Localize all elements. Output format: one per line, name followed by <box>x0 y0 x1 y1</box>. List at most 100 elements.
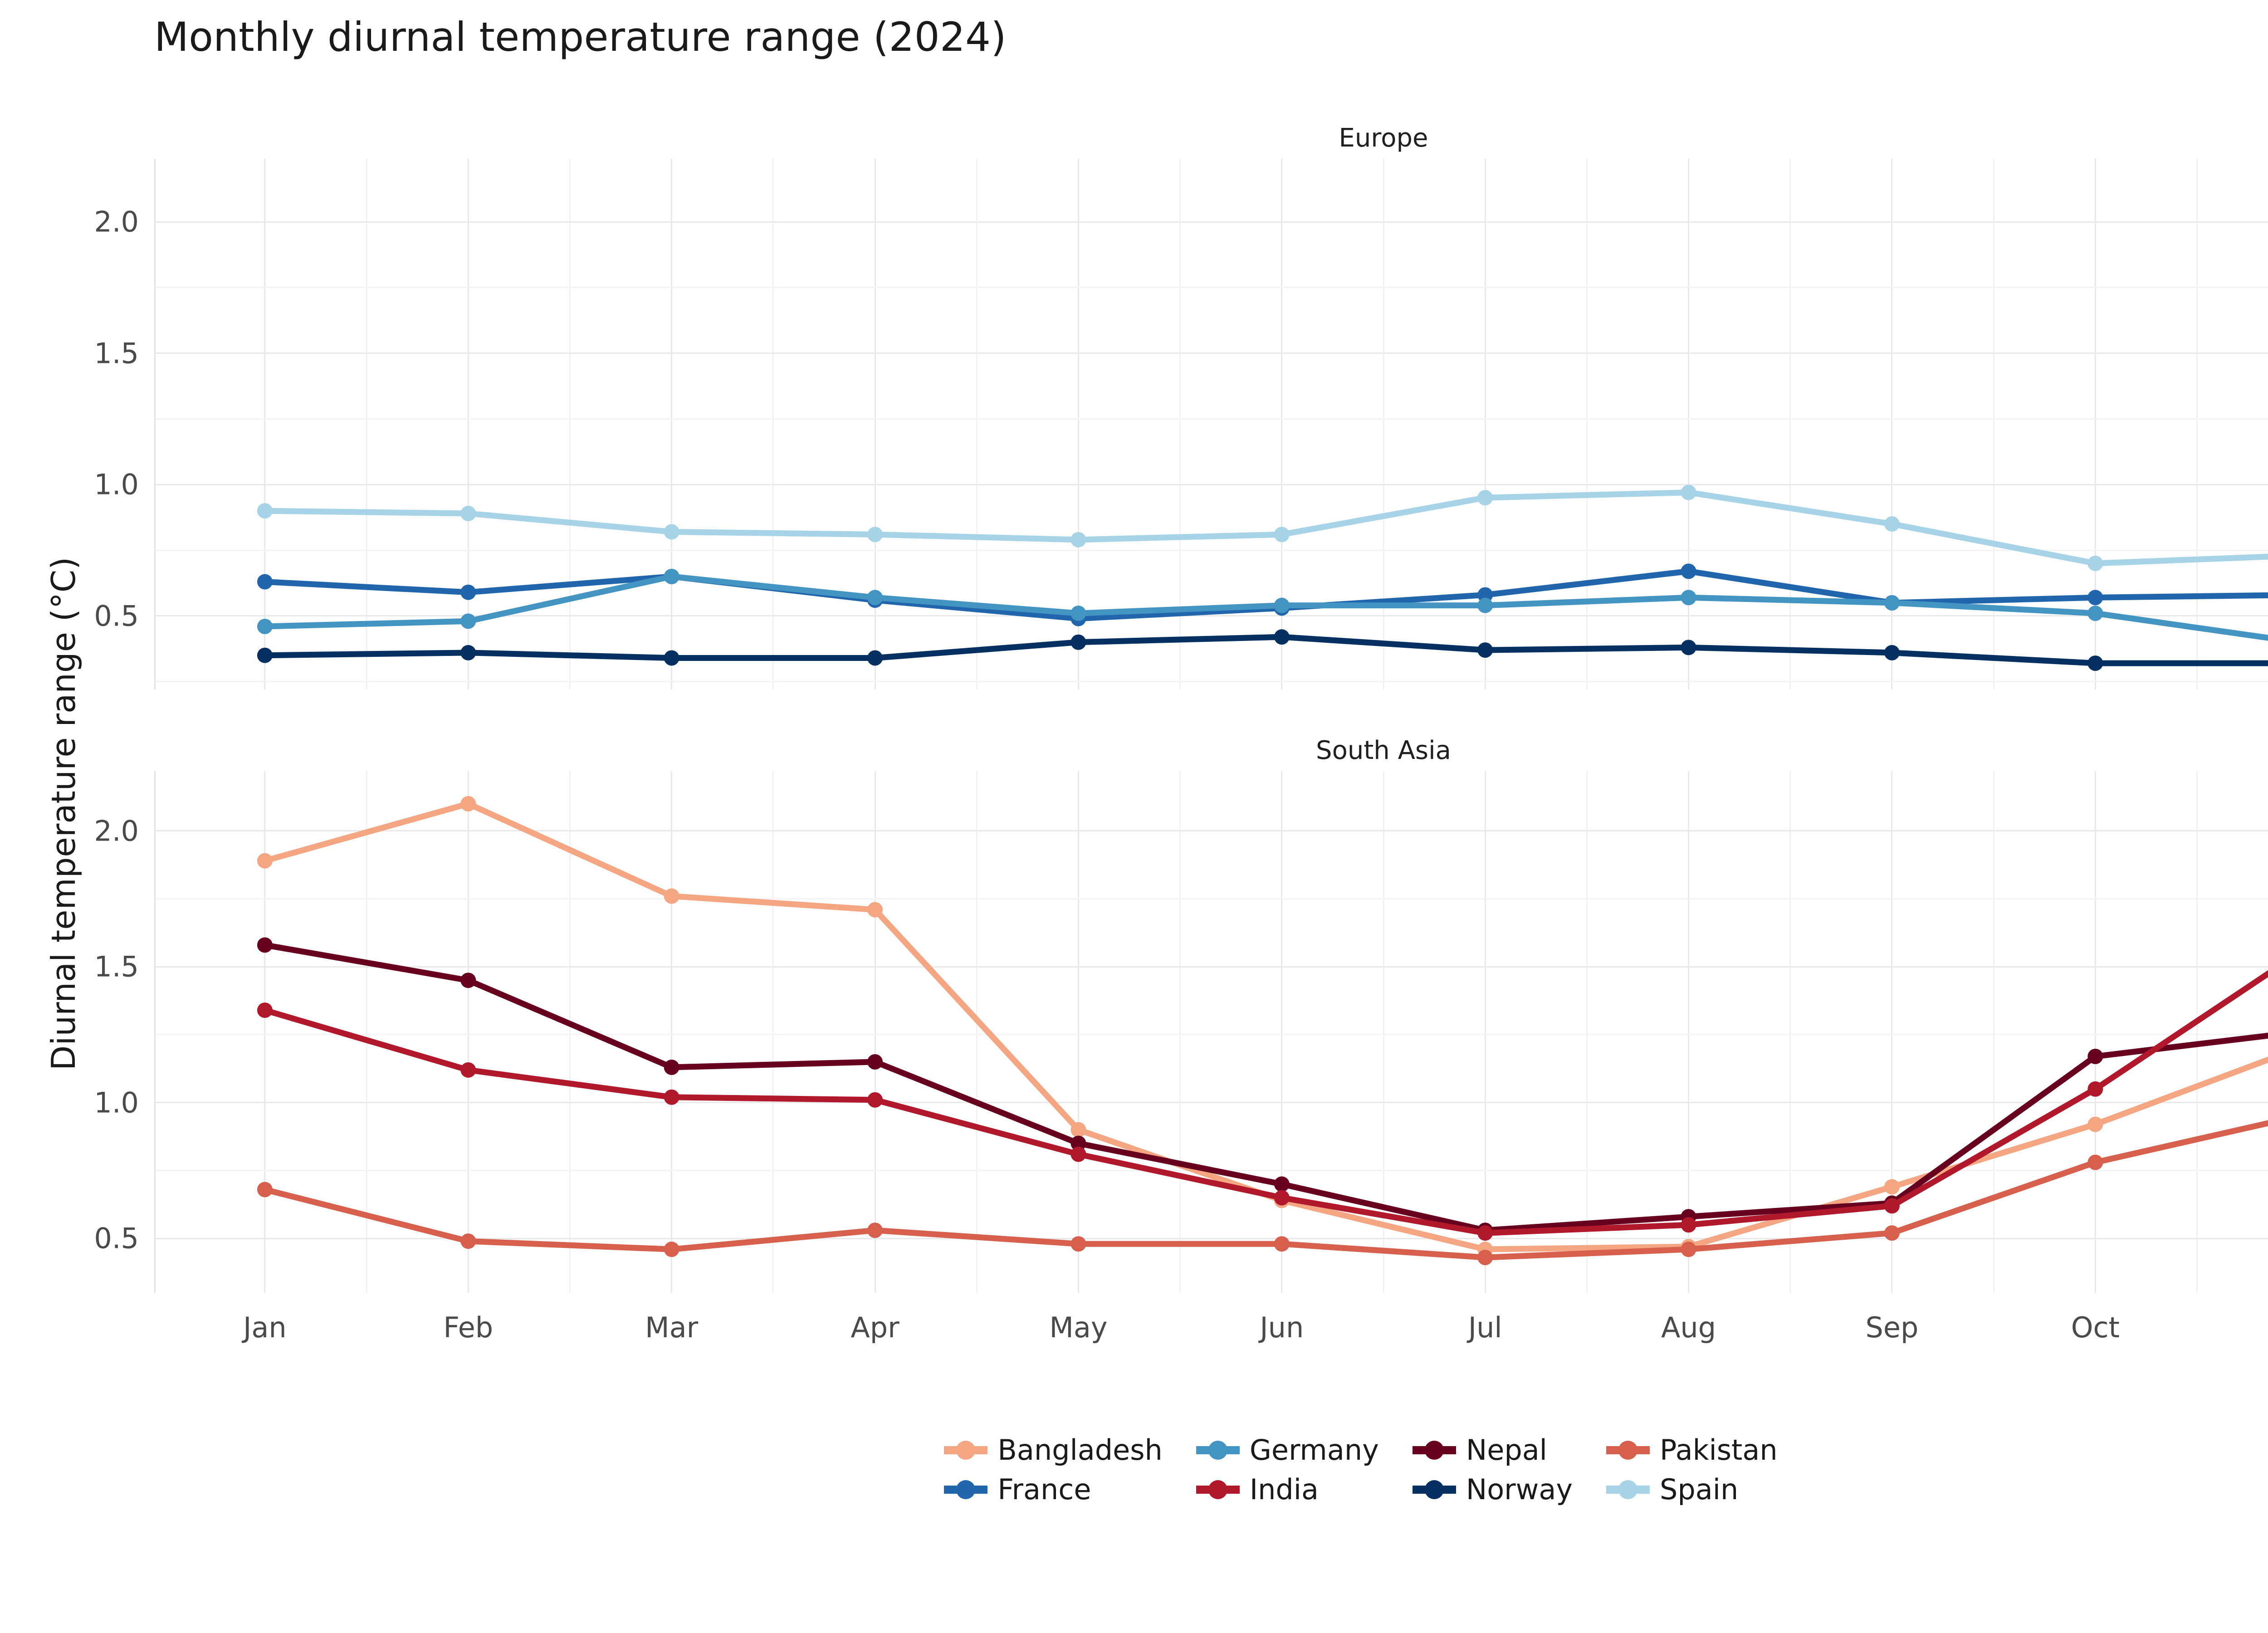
x-axis-tick-label: Feb <box>443 1311 494 1344</box>
gridline-horizontal-minor <box>154 1034 2268 1036</box>
gridline-vertical <box>671 159 673 689</box>
legend-swatch-icon <box>1196 1479 1240 1500</box>
gridline-vertical-minor <box>2196 771 2198 1293</box>
y-axis-tick-label: 0.5 <box>94 1222 139 1255</box>
subplot-title-south-asia: South Asia <box>1316 736 1451 765</box>
data-point-marker <box>1070 1135 1086 1151</box>
data-point-marker <box>2087 555 2103 571</box>
legend-item-nepal[interactable]: Nepal <box>1412 1433 1573 1467</box>
legend-label: Nepal <box>1466 1433 1547 1467</box>
data-point-marker <box>1070 606 1086 621</box>
series-india <box>257 970 2268 1241</box>
gridline-vertical-minor <box>366 771 367 1293</box>
data-point-marker <box>2087 606 2103 621</box>
data-point-marker <box>1070 1122 1086 1138</box>
subplot-south-asia: South Asia 0.5 1.0 1.5 2.0 Jan Feb Mar Apr May Ju… <box>94 736 2268 1344</box>
gridline-vertical-minor <box>1789 771 1791 1293</box>
gridline-vertical-minor <box>772 159 774 689</box>
data-point-marker <box>460 584 476 600</box>
data-point-marker <box>460 645 476 660</box>
data-point-marker <box>1070 634 1086 650</box>
gridline-vertical-minor <box>1179 771 1181 1293</box>
data-point-marker <box>257 1182 273 1198</box>
legend-label: India <box>1249 1473 1319 1506</box>
subplot-title-europe: Europe <box>1339 123 1428 153</box>
legend-swatch-icon <box>1412 1479 1456 1500</box>
gridline-vertical <box>2094 771 2096 1293</box>
gridline-vertical-minor <box>976 771 978 1293</box>
data-point-marker <box>460 796 476 812</box>
data-point-marker <box>2087 1116 2103 1132</box>
y-axis-tick-label: 1.0 <box>94 1086 139 1120</box>
gridline-vertical <box>671 771 673 1293</box>
data-point-marker <box>867 590 883 606</box>
gridline-vertical <box>467 771 469 1293</box>
data-point-marker <box>2087 590 2103 606</box>
gridline-vertical <box>467 159 469 689</box>
legend-item-india[interactable]: India <box>1196 1473 1379 1506</box>
legend-item-france[interactable]: France <box>944 1473 1163 1506</box>
gridline-vertical-minor <box>1993 771 1994 1293</box>
gridline-vertical <box>1281 771 1283 1293</box>
x-axis-tick-label: Mar <box>645 1311 699 1344</box>
legend-swatch-icon <box>1412 1440 1456 1461</box>
gridline-horizontal-minor <box>154 287 2268 288</box>
data-point-marker <box>257 647 273 663</box>
y-axis-tick-label: 1.5 <box>94 950 139 983</box>
legend-row: France India Norway Spain <box>944 1473 1777 1506</box>
data-point-marker <box>867 1054 883 1070</box>
data-point-marker <box>1477 642 1493 658</box>
y-axis-tick-label: 1.5 <box>94 337 139 370</box>
data-point-marker <box>460 613 476 629</box>
y-axis-label: Diurnal temperature range (°C) <box>44 557 83 1071</box>
data-point-marker <box>1070 1146 1086 1162</box>
plot-area-europe <box>154 159 2268 689</box>
data-point-marker <box>1681 1217 1696 1233</box>
data-point-marker <box>2087 655 2103 671</box>
data-point-marker <box>1477 1250 1493 1266</box>
y-axis-tick-label: 2.0 <box>94 205 139 239</box>
gridline-vertical-minor <box>366 159 367 689</box>
x-axis-tick-label: May <box>1049 1311 1108 1344</box>
data-point-marker <box>257 503 273 519</box>
legend-swatch-icon <box>1196 1440 1240 1461</box>
data-point-marker <box>1274 1190 1290 1206</box>
y-axis-label-container: Diurnal temperature range (°C) <box>0 0 83 1361</box>
series-line <box>262 489 2268 567</box>
legend-item-norway[interactable]: Norway <box>1412 1473 1573 1506</box>
series-bangladesh <box>257 796 2268 1257</box>
data-point-marker <box>1070 1236 1086 1252</box>
data-point-marker <box>867 1092 883 1108</box>
legend-item-bangladesh[interactable]: Bangladesh <box>944 1433 1163 1467</box>
gridline-horizontal <box>154 830 2268 832</box>
chart-legend: Bangladesh Germany Nepal Pakistan France Indi… <box>0 1433 2268 1506</box>
axis-spine-left <box>154 771 156 1293</box>
legend-label: France <box>997 1473 1091 1506</box>
gridline-horizontal <box>154 484 2268 485</box>
data-point-marker <box>257 618 273 634</box>
chart-title: Monthly diurnal temperature range (2024) <box>154 14 1007 60</box>
legend-item-germany[interactable]: Germany <box>1196 1433 1379 1467</box>
gridline-vertical <box>1484 771 1486 1293</box>
legend-item-spain[interactable]: Spain <box>1606 1473 1778 1506</box>
data-point-marker <box>1274 1236 1290 1252</box>
gridline-vertical-minor <box>1383 771 1384 1293</box>
series-france <box>257 563 2268 626</box>
data-point-marker <box>867 650 883 666</box>
gridline-vertical-minor <box>1586 159 1588 689</box>
data-point-marker <box>1274 527 1290 543</box>
data-point-marker <box>1070 532 1086 548</box>
data-point-marker <box>1681 640 1696 655</box>
series-line <box>262 573 2268 641</box>
gridline-vertical <box>264 159 266 689</box>
y-axis-tick-label: 0.5 <box>94 599 139 633</box>
x-axis-tick-label: Jul <box>1468 1311 1502 1344</box>
gridline-vertical-minor <box>1179 159 1181 689</box>
data-point-marker <box>1681 484 1696 500</box>
legend-swatch-icon <box>1606 1440 1650 1461</box>
legend-item-pakistan[interactable]: Pakistan <box>1606 1433 1778 1467</box>
data-point-marker <box>664 650 679 666</box>
series-layer <box>257 796 2268 1266</box>
data-point-marker <box>1884 516 1900 532</box>
